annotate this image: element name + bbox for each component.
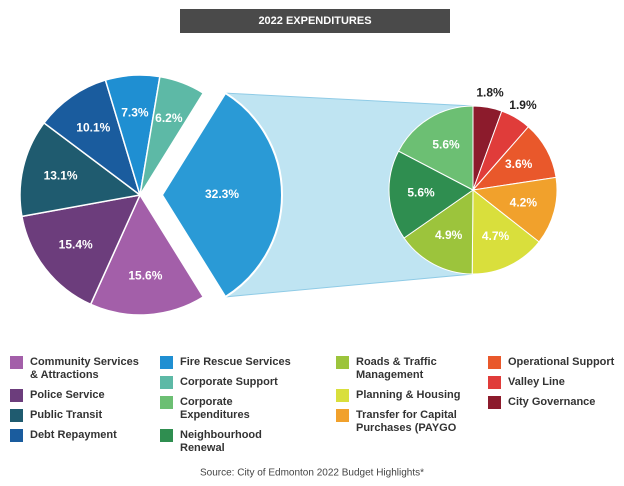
legend-item: Transfer for Capital Purchases (PAYGO	[336, 409, 476, 435]
legend-swatch	[336, 356, 349, 369]
legend-item: Roads & Traffic Management	[336, 356, 476, 382]
legend-item: Corporate Expenditures	[160, 396, 296, 422]
title-box	[180, 9, 450, 33]
legend-column: Roads & Traffic Management Planning & Hou…	[336, 356, 476, 435]
value-label: 4.7%	[482, 229, 510, 243]
legend-swatch	[488, 356, 501, 369]
legend-swatch	[160, 376, 173, 389]
legend-item: Fire Rescue Services	[160, 356, 296, 369]
legend-label: Fire Rescue Services	[180, 356, 291, 368]
legend-label: Corporate Expenditures	[180, 396, 250, 421]
value-label: 1.9%	[509, 98, 537, 112]
legend-label: Community Services & Attractions	[30, 356, 139, 381]
legend-swatch	[336, 409, 349, 422]
value-label: 15.4%	[59, 237, 93, 251]
legend-label: Corporate Support	[180, 376, 278, 388]
pie-slice	[471, 188, 540, 275]
legend-item: Community Services & Attractions	[10, 356, 146, 382]
legend-swatch	[488, 396, 501, 409]
legend-label: Transfer for Capital Purchases (PAYGO	[356, 409, 457, 434]
legend-item: Public Transit	[10, 409, 146, 422]
legend-item: Neighbourhood Renewal	[160, 429, 296, 455]
legend-label: Neighbourhood Renewal	[180, 429, 262, 454]
pie-slice	[139, 75, 205, 196]
value-label: 15.6%	[128, 269, 162, 283]
legend-swatch	[10, 429, 23, 442]
pie-slice	[397, 105, 474, 191]
value-label: 4.9%	[435, 228, 463, 242]
value-label: 5.6%	[407, 185, 435, 199]
value-label: 7.3%	[121, 106, 149, 120]
legend-item: Planning & Housing	[336, 389, 476, 402]
legend-item: Valley Line	[488, 376, 624, 389]
legend-swatch	[10, 409, 23, 422]
pie-slice	[388, 150, 474, 239]
legend-swatch	[160, 429, 173, 442]
legend: Community Services & Attractions Police S…	[0, 356, 624, 456]
legend-item: Police Service	[10, 389, 146, 402]
legend-label: Public Transit	[30, 409, 103, 421]
legend-swatch	[488, 376, 501, 389]
source: Source: City of Edmonton 2022 Budget Hig…	[200, 468, 424, 479]
pie-slice	[403, 189, 474, 275]
value-label: 10.1%	[76, 120, 110, 134]
value-label: 32.3%	[205, 187, 239, 201]
pie-slice	[42, 79, 142, 197]
legend-swatch	[10, 389, 23, 402]
legend-swatch	[160, 356, 173, 369]
legend-label: Roads & Traffic Management	[356, 356, 437, 381]
legend-item: Debt Repayment	[10, 429, 146, 442]
value-label: 1.8%	[476, 86, 504, 100]
legend-column: Fire Rescue Services Corporate Support Cor…	[160, 356, 296, 455]
legend-column: Community Services & Attractions Police S…	[10, 356, 146, 442]
pie-slice	[19, 121, 142, 218]
value-label: 6.2%	[155, 111, 183, 125]
pie-slice	[160, 91, 283, 299]
legend-item: Corporate Support	[160, 376, 296, 389]
chart-title: 2022 EXPENDITURES	[258, 15, 371, 27]
legend-label: City Governance	[508, 396, 596, 408]
legend-label: Planning & Housing	[356, 389, 461, 401]
legend-swatch	[10, 356, 23, 369]
legend-label: Police Service	[30, 389, 105, 401]
value-label: 3.6%	[505, 157, 533, 171]
value-label: 4.2%	[510, 195, 538, 209]
legend-label: Valley Line	[508, 376, 565, 388]
legend-swatch	[160, 396, 173, 409]
legend-column: Operational Support Valley Line City Gover…	[488, 356, 624, 409]
pie-slice	[21, 194, 142, 306]
value-label: 5.6%	[432, 138, 460, 152]
pie-slice	[89, 193, 205, 316]
legend-label: Debt Repayment	[30, 429, 117, 441]
legend-label: Operational Support	[508, 356, 615, 368]
legend-item: Operational Support	[488, 356, 624, 369]
legend-swatch	[336, 389, 349, 402]
pie-slice	[471, 176, 558, 243]
legend-item: City Governance	[488, 396, 624, 409]
value-label: 13.1%	[44, 168, 78, 182]
